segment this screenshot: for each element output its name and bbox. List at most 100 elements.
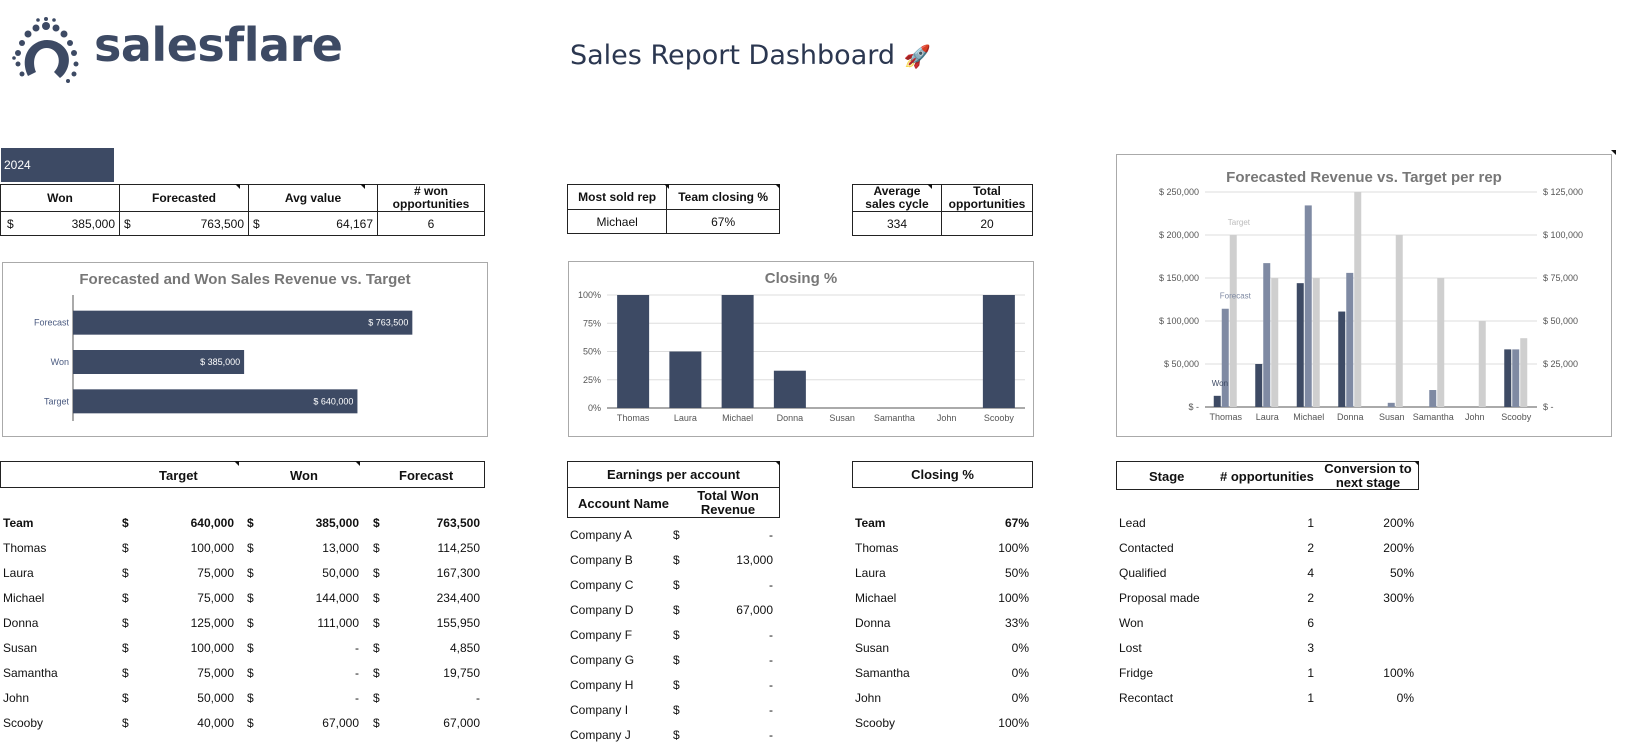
chart-title: Forecasted and Won Sales Revenue vs. Tar… <box>79 271 411 288</box>
account-revenue: - <box>769 703 773 717</box>
rocket-icon: 🚀 <box>903 45 932 70</box>
rep-won: 385,000 <box>315 516 359 530</box>
tick-label: 100% <box>578 290 601 300</box>
account-revenue: - <box>769 628 773 642</box>
table-row: Susan 0% <box>852 636 1033 661</box>
kpi-header-won: Won <box>0 184 120 212</box>
series-label: Forecast <box>1220 292 1252 301</box>
bar <box>1512 349 1520 407</box>
earnings-title: Earnings per account <box>607 467 740 482</box>
tick-label: Michael <box>722 413 753 423</box>
kpi-cycle-table: Average sales cycle Total opportunities … <box>852 184 1033 236</box>
year-filter[interactable]: 2024 <box>1 148 114 182</box>
bar <box>1429 390 1437 407</box>
currency-symbol: $ <box>122 541 129 555</box>
tick-label: Target <box>44 396 70 406</box>
rep-name: Team <box>3 516 34 530</box>
table-row: Won 6 <box>1116 611 1419 636</box>
currency-symbol: $ <box>247 716 254 730</box>
kpi-header-most-sold-rep: Most sold rep <box>566 184 668 210</box>
currency-symbol: $ <box>673 553 680 567</box>
rep-header-target: Target <box>159 468 198 483</box>
table-row: Contacted 2 200% <box>1116 536 1419 561</box>
table-row: John 0% <box>852 686 1033 711</box>
rep-name: Susan <box>855 641 890 655</box>
table-row: Michael 100% <box>852 586 1033 611</box>
rep-won: 111,000 <box>317 616 359 630</box>
stage-table-header: Stage # opportunities Conversion to next… <box>1116 461 1419 490</box>
tick-label: $ 50,000 <box>1543 316 1578 326</box>
account-name: Company B <box>570 553 633 567</box>
rep-won: 50,000 <box>322 566 359 580</box>
currency-symbol: $ <box>373 566 380 580</box>
kpi-forecasted-value: 763,500 <box>200 216 244 231</box>
account-name: Company F <box>570 628 633 642</box>
account-name: Company I <box>570 703 629 717</box>
stage-conversion: 300% <box>1383 591 1414 605</box>
rep-target: 100,000 <box>190 641 234 655</box>
closing-percent: 50% <box>1004 566 1029 580</box>
kpi-most-sold-rep-value: Michael <box>566 209 668 234</box>
currency-symbol: $ <box>247 566 254 580</box>
rep-forecast: 19,750 <box>443 666 480 680</box>
rep-name: Scooby <box>3 716 44 730</box>
table-row: Team 67% <box>852 511 1033 536</box>
bar <box>73 389 358 414</box>
account-revenue: - <box>769 578 773 592</box>
kpi-forecasted-cell: $763,500 <box>119 211 249 236</box>
rep-target: 640,000 <box>190 516 234 530</box>
earnings-header-account: Account Name <box>578 496 670 511</box>
tick-label: Thomas <box>617 413 650 423</box>
tick-label: $ - <box>1543 402 1554 412</box>
account-name: Company D <box>570 603 634 617</box>
earnings-table-title: Earnings per account <box>567 461 780 488</box>
currency-symbol: $ <box>122 666 129 680</box>
stage-name: Won <box>1119 616 1144 630</box>
table-row: Lost 3 <box>1116 636 1419 661</box>
currency-symbol: $ <box>373 591 380 605</box>
tick-label: 0% <box>588 403 601 413</box>
table-row: Company A $ - <box>567 523 780 548</box>
rep-target: 75,000 <box>197 566 234 580</box>
rep-forecast: - <box>476 691 480 705</box>
kpi-header-avg-sales-cycle: Average sales cycle <box>852 184 942 212</box>
currency-symbol: $ <box>373 616 380 630</box>
table-row: Team $640,000 $385,000 $763,500 <box>0 511 485 536</box>
table-row: Company D $67,000 <box>567 598 780 623</box>
currency-symbol: $ <box>373 541 380 555</box>
currency-symbol: $ <box>122 691 129 705</box>
stage-name: Lost <box>1119 641 1142 655</box>
currency-symbol: $ <box>673 653 680 667</box>
currency-symbol: $ <box>122 716 129 730</box>
bar <box>982 295 1015 408</box>
kpi-won-opportunities-value: 6 <box>377 211 485 236</box>
stage-name: Recontact <box>1119 691 1174 705</box>
rep-won: 13,000 <box>322 541 359 555</box>
closing-percent: 33% <box>1004 616 1029 630</box>
rep-name: Michael <box>3 591 45 605</box>
page-title: Sales Report Dashboard 🚀 <box>570 40 931 71</box>
currency-symbol: $ <box>247 641 254 655</box>
rep-name: John <box>3 691 30 705</box>
tick-label: Samantha <box>874 413 915 423</box>
table-row: Qualified 4 50% <box>1116 561 1419 586</box>
rep-name: Scooby <box>855 716 896 730</box>
tick-label: $ 25,000 <box>1543 359 1578 369</box>
tick-label: Susan <box>1379 412 1405 422</box>
stage-count: 4 <box>1307 566 1314 580</box>
table-row: Samantha 0% <box>852 661 1033 686</box>
rep-header-won: Won <box>290 468 318 483</box>
comment-marker <box>360 184 365 189</box>
chart-title: Closing % <box>764 270 838 287</box>
account-revenue: - <box>769 678 773 692</box>
table-row: Michael $75,000 $144,000 $234,400 <box>0 586 485 611</box>
rep-won: - <box>355 641 359 655</box>
rep-name: John <box>855 691 882 705</box>
bar <box>1354 192 1362 407</box>
tick-label: 50% <box>583 347 601 357</box>
rep-name: Samantha <box>855 666 910 680</box>
rep-target: 75,000 <box>197 591 234 605</box>
table-row: Scooby 100% <box>852 711 1033 736</box>
tick-label: $ 125,000 <box>1543 187 1583 197</box>
brand-name: salesflare <box>94 18 343 72</box>
